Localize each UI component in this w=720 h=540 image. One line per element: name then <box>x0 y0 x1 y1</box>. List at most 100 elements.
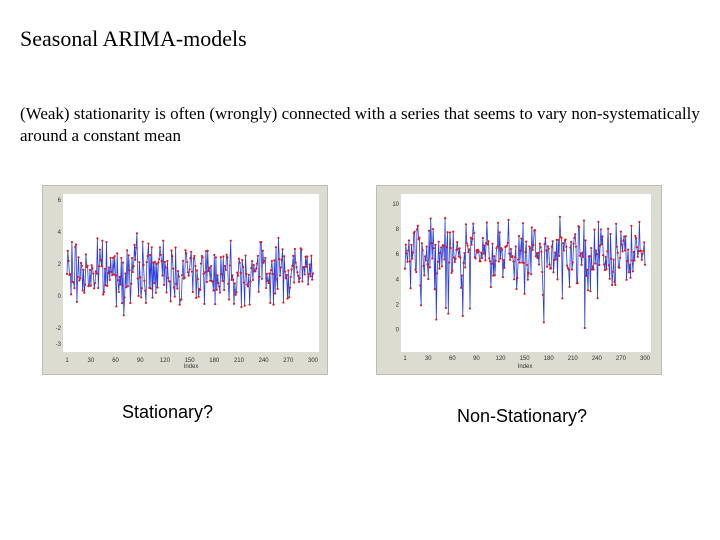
data-point <box>214 256 218 259</box>
data-point <box>102 293 105 296</box>
data-point <box>246 285 250 288</box>
data-point <box>229 239 232 242</box>
data-point <box>83 291 86 294</box>
data-point <box>183 276 186 279</box>
data-point <box>443 258 446 261</box>
data-point <box>125 286 128 289</box>
data-point <box>165 291 168 294</box>
x-tick-label: 60 <box>449 356 456 362</box>
data-point <box>227 298 231 301</box>
data-point <box>282 301 285 304</box>
data-point <box>273 259 276 262</box>
data-point <box>486 243 489 246</box>
data-point <box>572 242 575 245</box>
data-point <box>100 265 103 268</box>
data-point <box>203 302 206 305</box>
data-point <box>112 273 115 276</box>
data-point <box>594 249 598 252</box>
data-point <box>536 256 539 260</box>
x-tick-label: 240 <box>592 356 603 362</box>
data-point <box>582 219 586 222</box>
data-point <box>481 236 484 240</box>
data-point <box>627 271 631 274</box>
data-point <box>116 252 119 255</box>
data-point <box>288 286 292 289</box>
data-point <box>586 289 590 292</box>
data-point <box>508 252 511 255</box>
y-tick-label: 4 <box>396 277 400 283</box>
data-point <box>242 281 245 284</box>
data-point <box>598 244 602 247</box>
data-point <box>188 268 191 271</box>
data-point <box>153 260 157 263</box>
data-point <box>537 251 540 254</box>
data-point <box>306 283 310 286</box>
data-point <box>211 280 214 283</box>
data-point <box>172 267 175 270</box>
data-point <box>176 270 180 273</box>
data-point <box>624 235 627 238</box>
data-point <box>534 255 537 258</box>
data-point <box>204 271 207 274</box>
data-point <box>476 251 479 254</box>
data-point <box>460 274 464 277</box>
data-point <box>128 269 131 272</box>
data-point <box>440 265 444 268</box>
data-point <box>463 251 466 255</box>
data-point <box>195 296 198 299</box>
data-point <box>631 270 635 273</box>
data-point <box>501 275 505 279</box>
data-point <box>81 289 84 292</box>
data-point <box>526 278 529 281</box>
x-tick-label: 1 <box>65 358 69 364</box>
data-point <box>427 229 431 232</box>
data-point <box>643 263 647 266</box>
data-point <box>427 277 430 281</box>
data-point <box>484 241 488 245</box>
y-tick-label: 6 <box>396 252 400 258</box>
data-point <box>146 254 149 258</box>
data-point <box>79 261 83 265</box>
data-point <box>79 277 82 280</box>
data-point <box>111 256 115 259</box>
data-point <box>532 243 535 246</box>
data-point <box>629 276 632 279</box>
data-point <box>610 283 614 287</box>
x-tick-label: 180 <box>209 358 220 364</box>
data-point <box>574 233 577 236</box>
x-tick-label: 180 <box>544 356 555 362</box>
data-point <box>143 279 146 282</box>
data-point <box>599 228 602 231</box>
data-point <box>514 245 517 248</box>
data-point <box>240 305 243 309</box>
data-point <box>191 290 194 294</box>
data-point <box>616 251 619 255</box>
data-point <box>438 267 441 270</box>
data-point <box>611 270 614 273</box>
data-point <box>542 321 545 324</box>
x-tick-label: 150 <box>185 358 196 364</box>
data-point <box>142 263 145 267</box>
data-point <box>265 286 268 290</box>
data-point <box>144 289 147 292</box>
x-tick-label: 30 <box>88 358 95 364</box>
data-point <box>564 238 567 241</box>
data-point <box>626 259 629 263</box>
data-point <box>435 318 438 321</box>
data-point <box>76 275 79 278</box>
data-point <box>70 240 74 244</box>
data-point <box>507 218 510 221</box>
data-point <box>578 254 582 257</box>
data-point <box>554 258 558 261</box>
data-point <box>613 280 616 283</box>
data-point <box>592 268 595 271</box>
data-point <box>541 270 544 274</box>
data-point <box>565 245 568 248</box>
data-point <box>528 245 531 248</box>
data-point <box>605 268 608 271</box>
data-point <box>513 278 516 281</box>
data-point <box>296 271 299 274</box>
data-point <box>566 266 570 270</box>
data-point <box>166 259 169 263</box>
data-point <box>207 269 210 273</box>
